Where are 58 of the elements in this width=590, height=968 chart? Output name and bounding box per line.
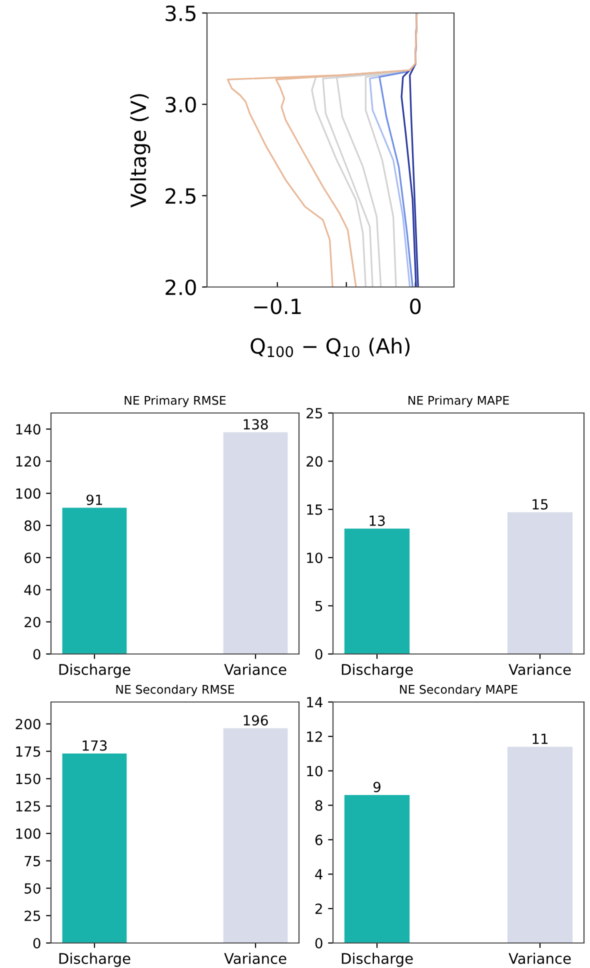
y-tick-label: 5 <box>316 600 322 612</box>
data-label: 138 <box>244 419 268 430</box>
data-label: 196 <box>244 715 268 726</box>
y-tick-label: 4 <box>315 869 322 880</box>
x-tick-label: Discharge <box>342 952 413 967</box>
y-tick-label: 25 <box>306 408 322 418</box>
y-tick-label: 50 <box>24 883 40 894</box>
x-tick-label: Variance <box>224 664 286 676</box>
chart-title: NE Secondary MAPE <box>400 684 518 696</box>
y-tick-label: 120 <box>16 456 40 467</box>
y-tick-label: 175 <box>16 746 40 757</box>
y-tick-label: 20 <box>24 616 40 628</box>
x-axis-title: Q$_{100}$ − Q$_{10}$ (Ah) <box>250 338 410 358</box>
y-tick-label: 6 <box>315 834 322 846</box>
data-label: 9 <box>373 782 380 792</box>
y-tick-label: 0 <box>33 938 40 948</box>
y-tick-label: 125 <box>16 801 40 812</box>
y-tick-label: 2.5 <box>166 188 196 204</box>
y-tick-label: 8 <box>315 800 322 811</box>
y-tick-label: 100 <box>16 488 40 499</box>
y-tick-label: 0 <box>33 648 40 660</box>
y-tick-label: 20 <box>306 456 322 467</box>
y-axis-title: Voltage (V) <box>130 94 150 208</box>
data-label: 13 <box>370 515 385 526</box>
y-tick-label: 25 <box>24 910 40 922</box>
chart-title: NE Primary RMSE <box>124 396 226 408</box>
x-tick-label: Discharge <box>342 664 413 678</box>
y-tick-label: 3.5 <box>166 5 196 22</box>
y-tick-label: 12 <box>307 731 322 742</box>
y-tick-label: 2 <box>315 904 322 914</box>
data-label: 91 <box>86 494 102 506</box>
data-label: 15 <box>532 499 548 510</box>
y-tick-label: 14 <box>307 697 322 708</box>
x-tick-label: −0.1 <box>254 298 301 314</box>
y-tick-label: 0 <box>315 938 322 948</box>
y-tick-label: 140 <box>16 424 40 435</box>
y-tick-label: 10 <box>307 552 322 564</box>
y-tick-label: 0 <box>315 648 322 660</box>
x-tick-label: Discharge <box>59 664 130 678</box>
y-tick-label: 75 <box>24 856 40 866</box>
y-tick-label: 80 <box>24 520 40 531</box>
chart-title: NE Secondary RMSE <box>116 684 234 696</box>
data-label: 11 <box>532 734 548 744</box>
y-tick-label: 10 <box>307 766 322 776</box>
y-tick-label: 100 <box>16 828 40 839</box>
y-tick-label: 40 <box>24 584 40 596</box>
chart-title: NE Primary MAPE <box>408 396 509 408</box>
y-tick-label: 200 <box>16 718 40 730</box>
y-tick-label: 15 <box>307 504 322 515</box>
y-tick-label: 3.0 <box>166 96 196 113</box>
y-tick-label: 150 <box>16 774 40 784</box>
x-tick-label: Variance <box>508 664 571 676</box>
y-tick-label: 60 <box>24 552 40 564</box>
x-tick-label: Variance <box>508 952 571 964</box>
y-tick-label: 2.0 <box>166 279 196 296</box>
x-tick-label: Variance <box>224 952 286 964</box>
data-label: 173 <box>82 740 107 751</box>
x-tick-label: Discharge <box>59 952 130 967</box>
